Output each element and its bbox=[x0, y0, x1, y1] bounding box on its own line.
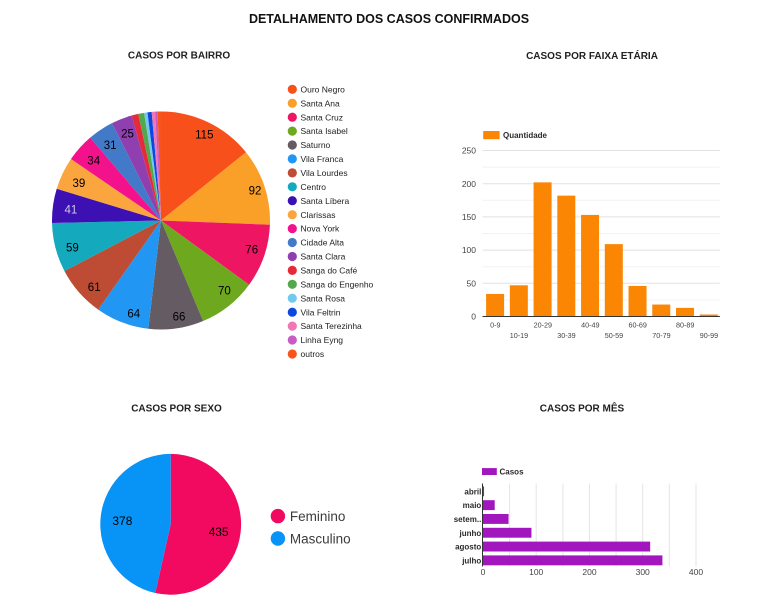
svg-text:115: 115 bbox=[195, 129, 213, 141]
svg-text:Santa Cruz: Santa Cruz bbox=[301, 112, 344, 122]
svg-text:100: 100 bbox=[462, 245, 476, 255]
svg-text:Vila Lourdes: Vila Lourdes bbox=[301, 168, 348, 178]
svg-text:70-79: 70-79 bbox=[652, 331, 670, 340]
svg-text:378: 378 bbox=[112, 514, 132, 528]
svg-text:setem..: setem.. bbox=[454, 515, 482, 524]
svg-text:Saturno: Saturno bbox=[301, 140, 331, 150]
svg-text:25: 25 bbox=[121, 128, 134, 140]
svg-text:Masculino: Masculino bbox=[290, 531, 351, 546]
svg-text:Quantidade: Quantidade bbox=[503, 131, 548, 140]
svg-text:10-19: 10-19 bbox=[510, 331, 528, 340]
svg-text:CASOS POR BAIRRO: CASOS POR BAIRRO bbox=[128, 51, 230, 62]
svg-text:Santa Ana: Santa Ana bbox=[301, 98, 341, 108]
svg-text:50-59: 50-59 bbox=[605, 331, 623, 340]
svg-text:Linha Eyng: Linha Eyng bbox=[301, 335, 344, 345]
svg-text:Centro: Centro bbox=[301, 182, 327, 192]
svg-text:200: 200 bbox=[462, 179, 476, 189]
svg-text:Casos: Casos bbox=[500, 468, 525, 477]
svg-text:outros: outros bbox=[301, 349, 325, 359]
svg-text:julho: julho bbox=[461, 556, 481, 565]
svg-text:Vila Feltrin: Vila Feltrin bbox=[301, 307, 341, 317]
svg-text:50: 50 bbox=[467, 278, 477, 288]
svg-text:39: 39 bbox=[73, 178, 86, 190]
svg-text:0: 0 bbox=[471, 312, 476, 322]
svg-text:Clarissas: Clarissas bbox=[301, 210, 336, 220]
svg-text:90-99: 90-99 bbox=[700, 331, 718, 340]
svg-text:Santa Clara: Santa Clara bbox=[301, 252, 346, 262]
svg-text:CASOS POR SEXO: CASOS POR SEXO bbox=[131, 404, 222, 415]
svg-text:59: 59 bbox=[66, 243, 79, 255]
svg-text:435: 435 bbox=[209, 525, 229, 539]
svg-text:0-9: 0-9 bbox=[490, 320, 500, 329]
svg-text:200: 200 bbox=[582, 567, 596, 577]
svg-text:Santa Rosa: Santa Rosa bbox=[301, 293, 346, 303]
svg-text:Santa Terezinha: Santa Terezinha bbox=[301, 321, 363, 331]
svg-text:abril: abril bbox=[464, 487, 481, 496]
svg-text:Santa Isabel: Santa Isabel bbox=[301, 126, 348, 136]
svg-text:61: 61 bbox=[88, 282, 101, 294]
svg-text:150: 150 bbox=[462, 212, 476, 222]
svg-text:junho: junho bbox=[459, 529, 482, 538]
svg-text:40-49: 40-49 bbox=[581, 320, 599, 329]
svg-text:CASOS POR MÊS: CASOS POR MÊS bbox=[540, 402, 625, 415]
svg-text:Ouro Negro: Ouro Negro bbox=[301, 84, 346, 94]
svg-text:Santa Líbera: Santa Líbera bbox=[301, 196, 350, 206]
svg-text:maio: maio bbox=[463, 501, 482, 510]
svg-text:76: 76 bbox=[245, 244, 258, 256]
svg-text:30-39: 30-39 bbox=[557, 331, 575, 340]
svg-text:80-89: 80-89 bbox=[676, 320, 694, 329]
svg-text:64: 64 bbox=[127, 309, 140, 321]
svg-text:Cidade Alta: Cidade Alta bbox=[301, 238, 345, 248]
svg-text:31: 31 bbox=[104, 140, 117, 152]
svg-text:34: 34 bbox=[87, 156, 100, 168]
svg-text:100: 100 bbox=[529, 567, 543, 577]
svg-text:Feminino: Feminino bbox=[290, 509, 346, 524]
svg-text:66: 66 bbox=[173, 312, 186, 324]
svg-text:Sanga do Engenho: Sanga do Engenho bbox=[301, 279, 374, 289]
svg-text:20-29: 20-29 bbox=[534, 320, 552, 329]
svg-text:Sanga do Café: Sanga do Café bbox=[301, 266, 358, 276]
svg-text:0: 0 bbox=[481, 567, 486, 577]
svg-text:60-69: 60-69 bbox=[629, 320, 647, 329]
svg-text:agosto: agosto bbox=[455, 543, 481, 552]
svg-text:300: 300 bbox=[636, 567, 650, 577]
svg-text:400: 400 bbox=[689, 567, 703, 577]
svg-text:41: 41 bbox=[65, 204, 78, 216]
svg-text:Nova York: Nova York bbox=[301, 224, 340, 234]
svg-text:Vila Franca: Vila Franca bbox=[301, 154, 344, 164]
svg-text:CASOS POR FAIXA ETÁRIA: CASOS POR FAIXA ETÁRIA bbox=[526, 49, 658, 62]
svg-text:70: 70 bbox=[218, 286, 231, 298]
svg-text:250: 250 bbox=[462, 146, 476, 156]
svg-text:92: 92 bbox=[249, 186, 262, 198]
svg-text:DETALHAMENTO DOS CASOS CONFIRM: DETALHAMENTO DOS CASOS CONFIRMADOS bbox=[249, 12, 529, 26]
